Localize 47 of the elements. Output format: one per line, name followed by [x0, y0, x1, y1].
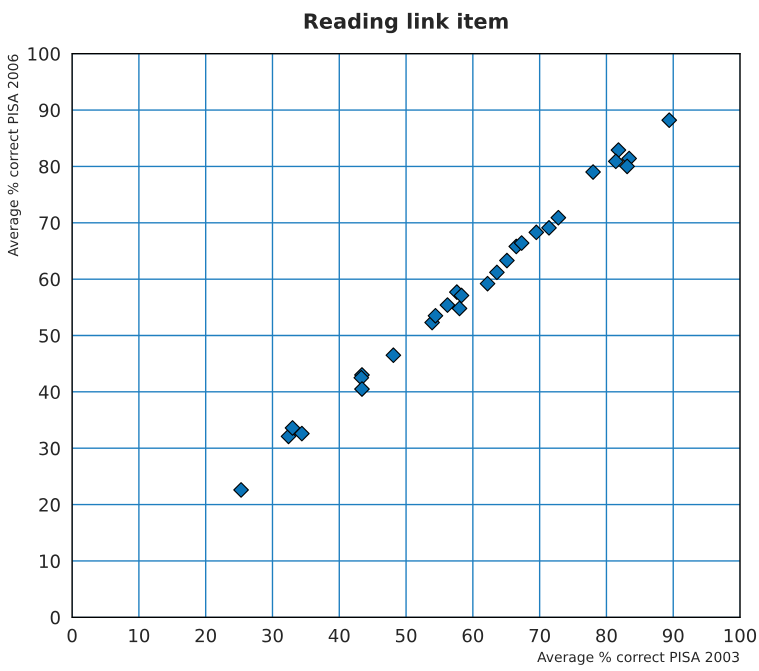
x-tick-label: 50: [396, 628, 416, 642]
point: [550, 210, 566, 226]
x-tick-label: 20: [196, 628, 216, 642]
y-tick-label: 100: [28, 47, 60, 61]
y-tick-label: 90: [39, 104, 60, 118]
x-tick-label: 30: [262, 628, 283, 642]
y-tick-label: 80: [39, 160, 60, 174]
point: [541, 220, 557, 236]
y-tick-label: 10: [40, 554, 60, 568]
x-tick-label: 90: [662, 628, 684, 642]
y-axis-title: Average % correct PISA 2006: [8, 54, 21, 256]
point: [528, 224, 544, 240]
point: [354, 381, 370, 397]
point: [452, 300, 468, 316]
point: [294, 426, 310, 442]
point: [585, 164, 601, 180]
x-tick-label: 60: [462, 628, 484, 642]
point: [386, 347, 402, 364]
point: [610, 142, 626, 158]
y-tick-label: 40: [38, 385, 60, 399]
x-tick-label: 100: [724, 628, 756, 642]
y-tick-label: 60: [39, 272, 60, 286]
x-tick-label: 70: [530, 628, 550, 642]
y-tick-label: 30: [39, 442, 60, 456]
x-tick-label: 80: [596, 628, 617, 642]
point: [454, 288, 470, 304]
point: [619, 158, 635, 174]
y-tick-label: 0: [50, 610, 60, 624]
y-tick-label: 50: [39, 328, 60, 343]
point: [489, 264, 505, 280]
point: [233, 482, 249, 498]
point: [440, 297, 456, 313]
y-tick-label: 20: [39, 498, 60, 512]
y-tick-label: 70: [40, 216, 60, 230]
x-axis-title: Average % correct PISA 2003: [537, 652, 739, 665]
point: [514, 235, 530, 251]
point: [428, 308, 444, 324]
point: [661, 112, 678, 128]
point: [284, 420, 300, 436]
x-tick-label: 0: [68, 628, 77, 642]
point: [499, 252, 515, 268]
point: [480, 276, 496, 292]
x-tick-label: 40: [328, 628, 350, 642]
x-tick-label: 10: [129, 628, 150, 642]
point: [608, 153, 624, 170]
point: [353, 370, 370, 386]
chart-title: Reading link item: [304, 12, 508, 34]
